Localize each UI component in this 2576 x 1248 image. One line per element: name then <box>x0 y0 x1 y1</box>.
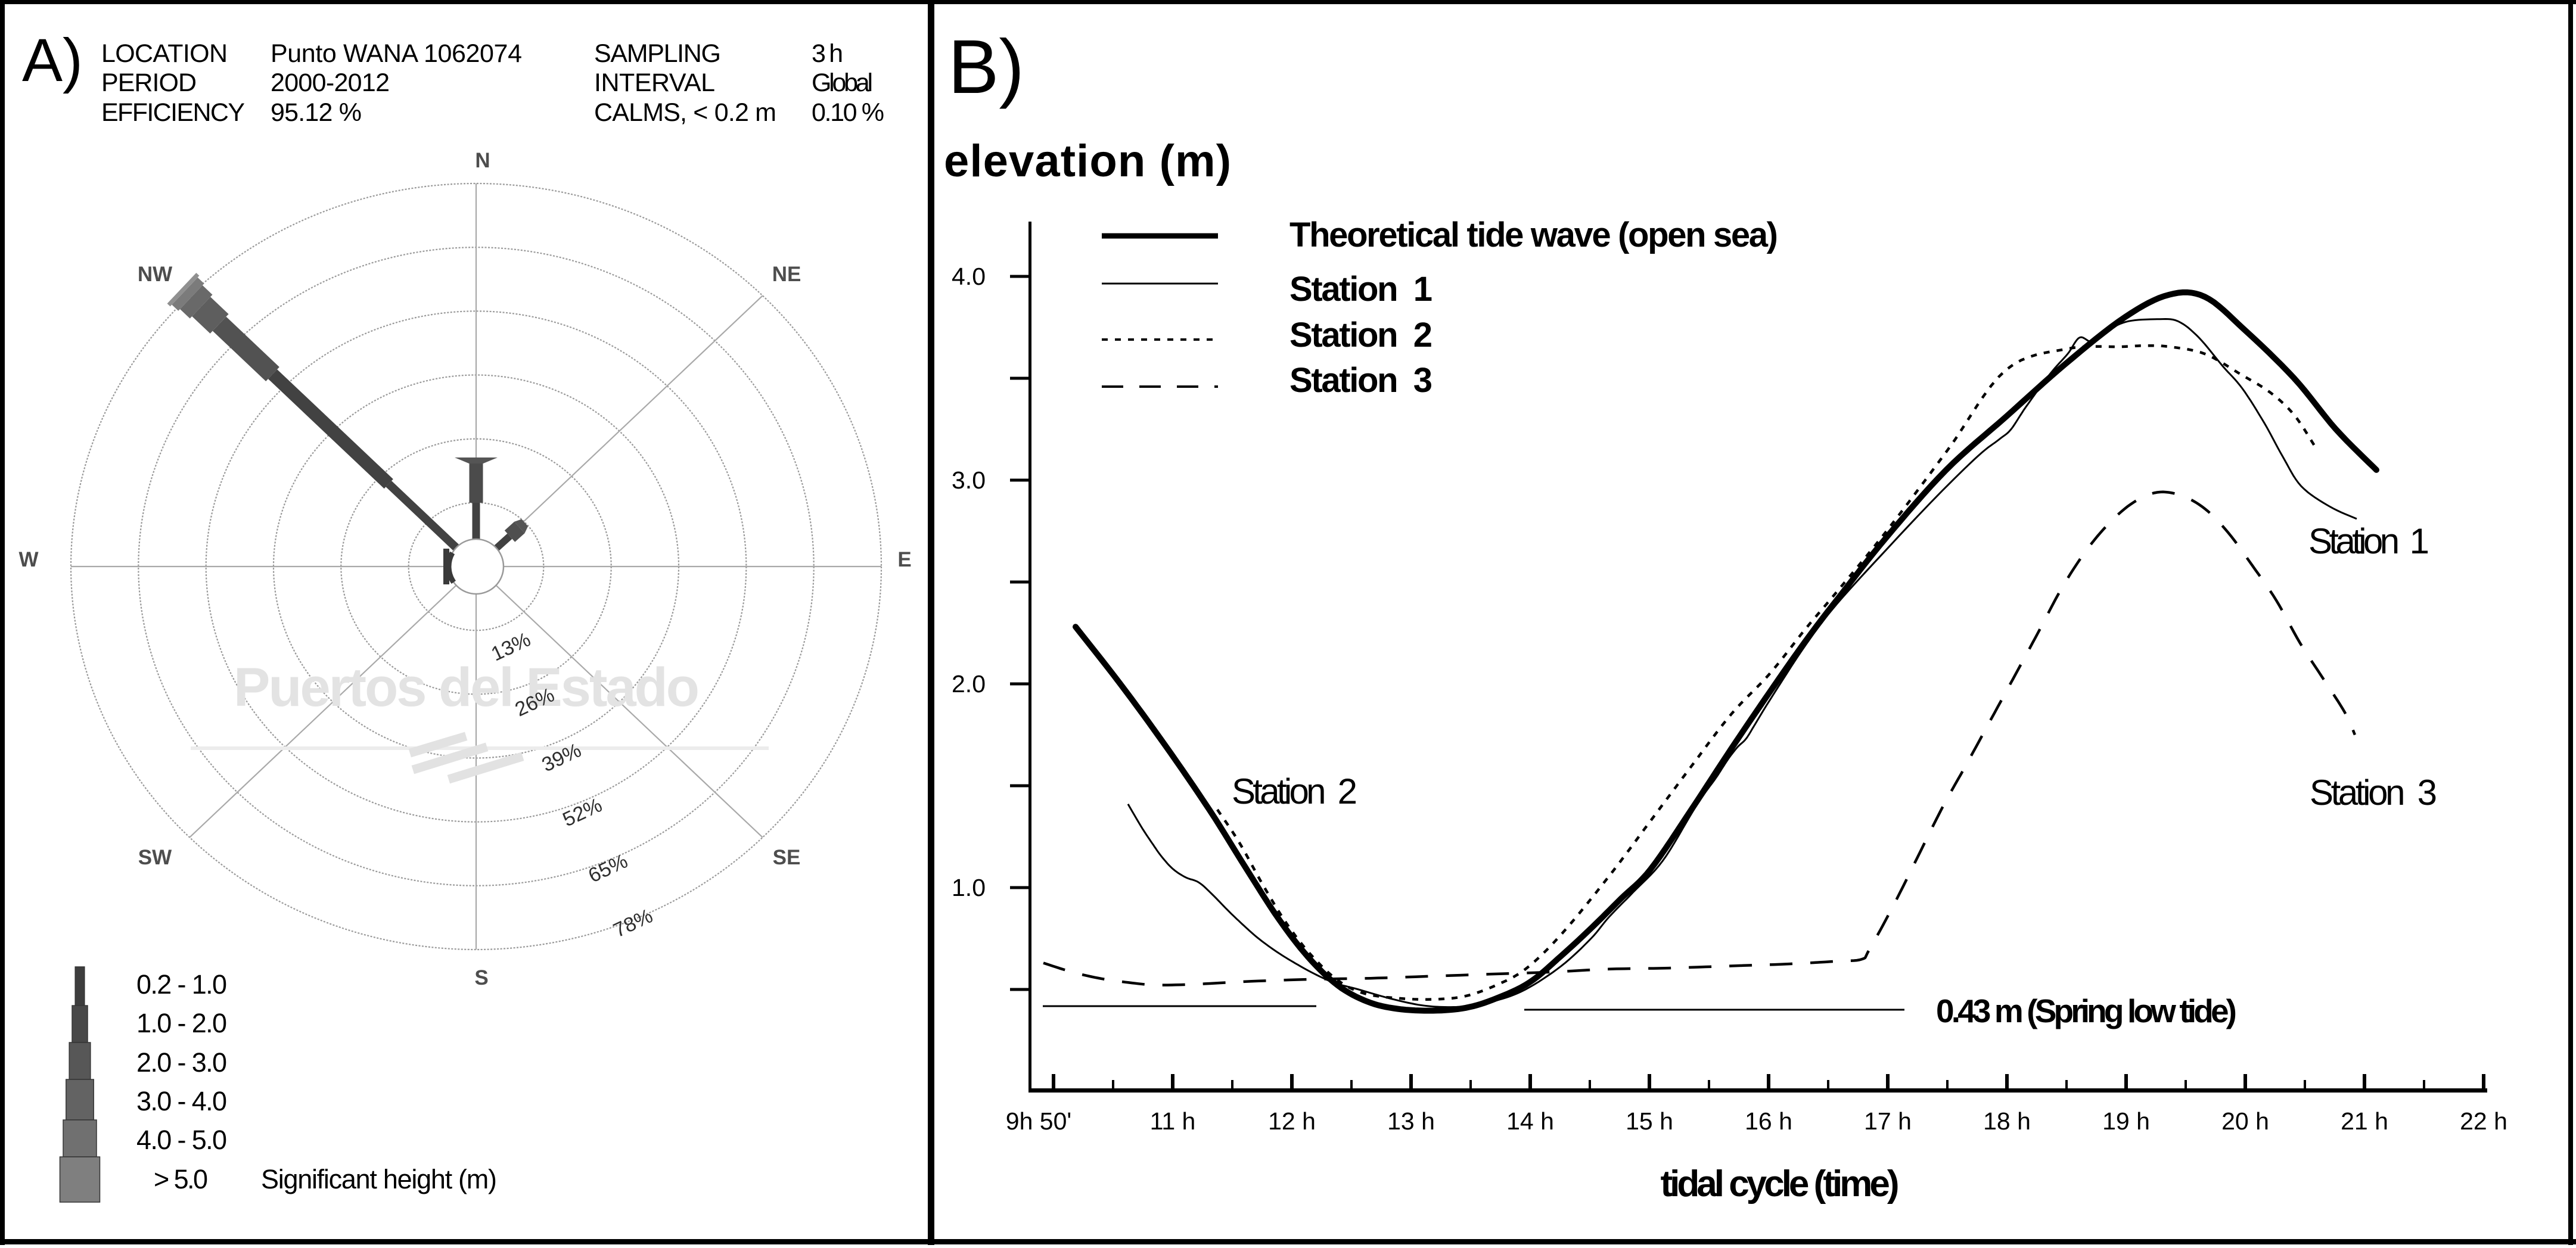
svg-text:Theoretical tide wave (open se: Theoretical tide wave (open sea) <box>1289 216 1778 254</box>
svg-text:Significant height (m): Significant height (m) <box>261 1164 497 1194</box>
svg-text:EFFICIENCY: EFFICIENCY <box>101 98 245 127</box>
svg-text:15 h: 15 h <box>1626 1107 1673 1135</box>
svg-text:2000-2012: 2000-2012 <box>271 69 390 97</box>
svg-text:14 h: 14 h <box>1506 1107 1554 1135</box>
svg-text:19 h: 19 h <box>2102 1107 2150 1135</box>
svg-text:12 h: 12 h <box>1268 1107 1316 1135</box>
svg-text:SE: SE <box>773 846 801 869</box>
svg-text:Station 2: Station 2 <box>1232 771 1357 811</box>
svg-text:9h 50': 9h 50' <box>1006 1107 1071 1135</box>
svg-text:CALMS, < 0.2 m: CALMS, < 0.2 m <box>594 98 776 127</box>
svg-text:INTERVAL: INTERVAL <box>594 69 715 97</box>
svg-text:Station 3: Station 3 <box>2310 773 2437 813</box>
svg-text:B): B) <box>948 24 1024 110</box>
svg-text:21 h: 21 h <box>2341 1107 2388 1135</box>
svg-text:NE: NE <box>772 263 801 286</box>
svg-text:3.0 - 4.0: 3.0 - 4.0 <box>136 1086 227 1116</box>
svg-text:1.0: 1.0 <box>952 874 986 901</box>
svg-text:SW: SW <box>138 846 172 869</box>
svg-text:0.10 %: 0.10 % <box>812 98 884 127</box>
svg-text:W: W <box>18 548 38 571</box>
svg-text:1.0 - 2.0: 1.0 - 2.0 <box>136 1008 227 1038</box>
svg-text:2.0: 2.0 <box>952 670 986 698</box>
svg-text:0.43 m (Spring low tide): 0.43 m (Spring low tide) <box>1936 992 2237 1029</box>
svg-text:4.0: 4.0 <box>952 263 986 290</box>
svg-text:A): A) <box>22 26 83 94</box>
svg-text:SAMPLING: SAMPLING <box>594 39 721 68</box>
svg-text:4.0 - 5.0: 4.0 - 5.0 <box>136 1125 227 1155</box>
svg-text:PERIOD: PERIOD <box>101 69 197 97</box>
svg-text:17 h: 17 h <box>1864 1107 1912 1135</box>
svg-text:18 h: 18 h <box>1983 1107 2031 1135</box>
svg-text:3.0: 3.0 <box>952 466 986 494</box>
svg-text:22 h: 22 h <box>2460 1107 2507 1135</box>
svg-text:Station 2: Station 2 <box>1289 316 1433 354</box>
svg-text:Global: Global <box>812 69 873 97</box>
svg-text:LOCATION: LOCATION <box>101 39 228 68</box>
svg-text:95.12 %: 95.12 % <box>271 98 362 127</box>
svg-text:S: S <box>474 966 488 989</box>
svg-text:20 h: 20 h <box>2221 1107 2269 1135</box>
svg-text:Station 1: Station 1 <box>1289 270 1433 309</box>
svg-text:Puertos del Estado: Puertos del Estado <box>234 657 700 718</box>
svg-text:Station 1: Station 1 <box>2308 521 2429 561</box>
svg-text:N: N <box>475 149 490 172</box>
svg-text:tidal cycle (time): tidal cycle (time) <box>1661 1163 1900 1205</box>
svg-text:3 h: 3 h <box>812 39 843 68</box>
svg-text:E: E <box>897 548 911 571</box>
svg-text:> 5.0: > 5.0 <box>154 1164 208 1194</box>
svg-text:11 h: 11 h <box>1150 1107 1196 1135</box>
svg-text:16 h: 16 h <box>1745 1107 1792 1135</box>
svg-text:Punto WANA 1062074: Punto WANA 1062074 <box>271 39 522 68</box>
svg-text:2.0 - 3.0: 2.0 - 3.0 <box>136 1047 227 1078</box>
svg-text:0.2 - 1.0: 0.2 - 1.0 <box>136 969 227 1000</box>
svg-text:elevation (m): elevation (m) <box>944 136 1231 186</box>
svg-text:NW: NW <box>138 263 172 286</box>
svg-text:13 h: 13 h <box>1387 1107 1435 1135</box>
svg-text:Station 3: Station 3 <box>1289 361 1433 400</box>
